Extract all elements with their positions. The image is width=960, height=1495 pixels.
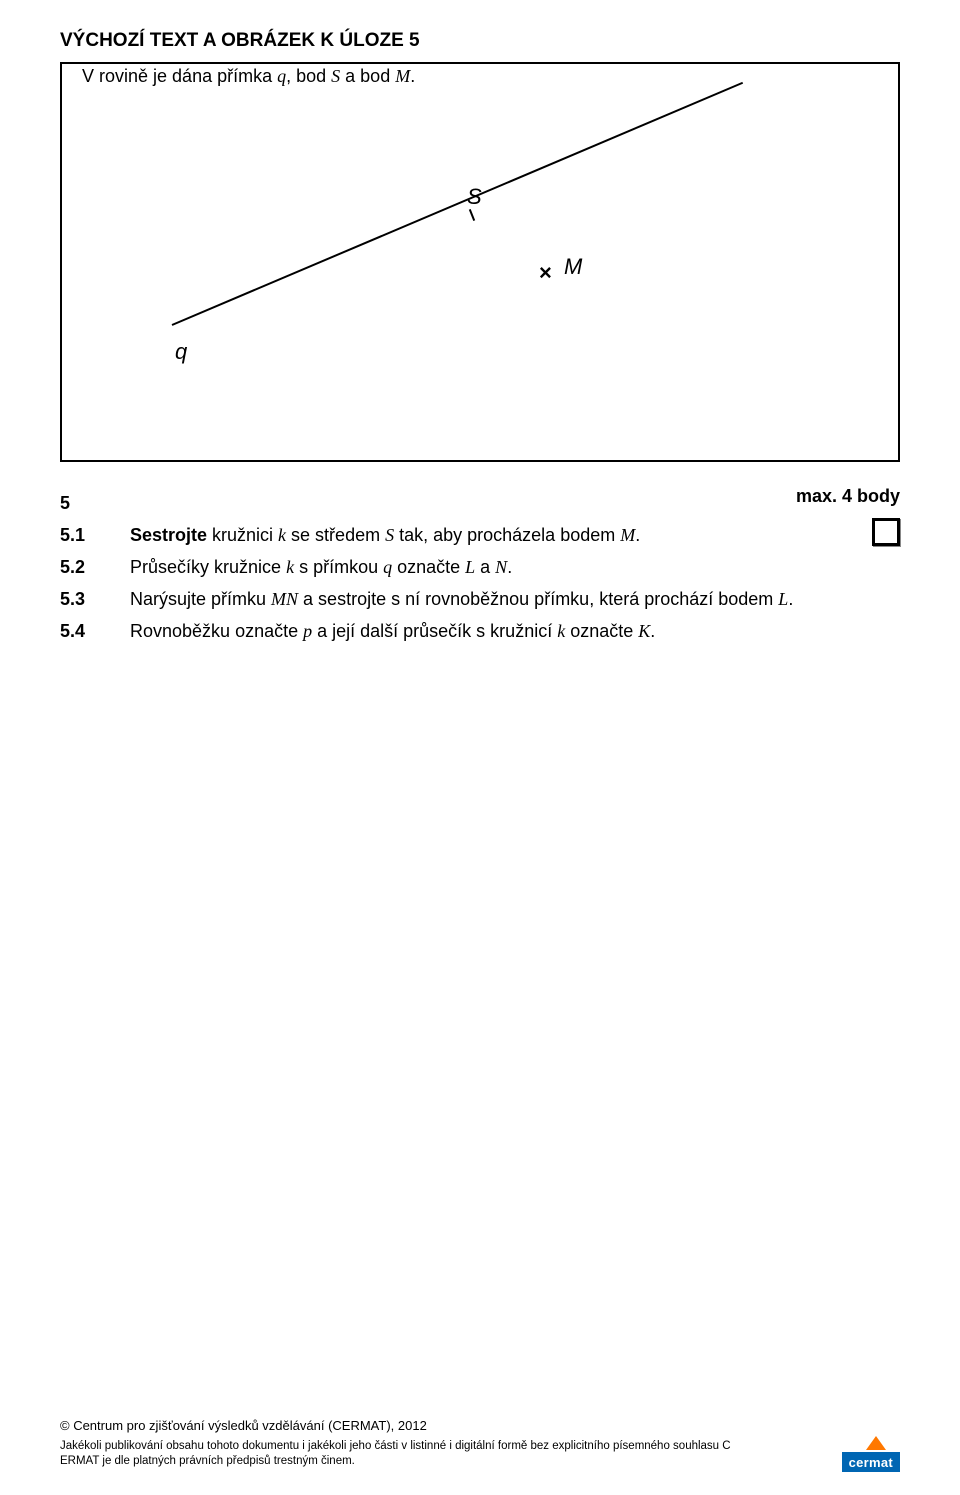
label-S: S	[467, 184, 482, 210]
task-group-number-row: 5	[60, 490, 900, 516]
task-text: kružnici	[207, 525, 278, 545]
task-text: Narýsujte přímku	[130, 589, 271, 609]
line-q	[172, 82, 743, 326]
task-5-4: 5.4 Rovnoběžku označte p a její další pr…	[60, 618, 900, 644]
score-checkbox[interactable]	[872, 518, 900, 546]
var-L: L	[465, 557, 475, 577]
var-L: L	[778, 589, 788, 609]
task-text: s přímkou	[294, 557, 383, 577]
task-body: Průsečíky kružnice k s přímkou q označte…	[130, 554, 840, 580]
tasks-block: max. 4 body 5 5.1 Sestrojte kružnici k s…	[60, 490, 900, 644]
point-M-cross: ×	[539, 262, 552, 284]
var-q: q	[277, 66, 286, 86]
task-number: 5.4	[60, 618, 130, 644]
var-k: k	[286, 557, 294, 577]
footer-copyright: © Centrum pro zjišťování výsledků vzdělá…	[60, 1418, 900, 1433]
task-number: 5.1	[60, 522, 130, 548]
footer: © Centrum pro zjišťování výsledků vzdělá…	[60, 1418, 900, 1470]
task-5-1: 5.1 Sestrojte kružnici k se středem S ta…	[60, 522, 900, 548]
label-q: q	[175, 339, 187, 365]
task-text: .	[788, 589, 793, 609]
task-body: Rovnoběžku označte p a její další průseč…	[130, 618, 840, 644]
logo-text: cermat	[842, 1452, 900, 1472]
task-5-3: 5.3 Narýsujte přímku MN a sestrojte s ní…	[60, 586, 900, 612]
task-body: Narýsujte přímku MN a sestrojte s ní rov…	[130, 586, 840, 612]
intro-text: , bod	[286, 66, 331, 86]
var-k: k	[557, 621, 565, 641]
var-S: S	[385, 525, 394, 545]
cermat-logo: cermat	[842, 1436, 900, 1472]
task-text: označte	[565, 621, 638, 641]
task-text: .	[650, 621, 655, 641]
task-text: se středem	[286, 525, 385, 545]
var-p: p	[303, 621, 312, 641]
logo-triangle-icon	[866, 1436, 886, 1450]
var-K: K	[638, 621, 650, 641]
figure-box: V rovině je dána přímka q, bod S a bod M…	[60, 62, 900, 462]
task-text: označte	[392, 557, 465, 577]
task-number: 5.3	[60, 586, 130, 612]
task-verb: Sestrojte	[130, 525, 207, 545]
task-text: Rovnoběžku označte	[130, 621, 303, 641]
footer-disclaimer: Jakékoli publikování obsahu tohoto dokum…	[60, 1439, 740, 1470]
var-k: k	[278, 525, 286, 545]
task-text: a	[475, 557, 495, 577]
task-group-number: 5	[60, 490, 130, 516]
task-5-2: 5.2 Průsečíky kružnice k s přímkou q ozn…	[60, 554, 900, 580]
task-text: Průsečíky kružnice	[130, 557, 286, 577]
points-label: max. 4 body	[796, 486, 900, 507]
intro-text: a bod	[340, 66, 395, 86]
var-MN: MN	[271, 589, 298, 609]
task-text: .	[507, 557, 512, 577]
var-q: q	[383, 557, 392, 577]
intro-text: V rovině je dána přímka	[82, 66, 277, 86]
var-N: N	[495, 557, 507, 577]
figure-intro: V rovině je dána přímka q, bod S a bod M…	[82, 66, 898, 87]
task-text: a její další průsečík s kružnicí	[312, 621, 557, 641]
task-body: Sestrojte kružnici k se středem S tak, a…	[130, 522, 840, 548]
var-M: M	[620, 525, 635, 545]
task-number: 5.2	[60, 554, 130, 580]
var-M: M	[395, 66, 410, 86]
var-S: S	[331, 66, 340, 86]
label-M: M	[564, 254, 582, 280]
point-S-tick	[469, 209, 475, 221]
task-text: tak, aby procházela bodem	[394, 525, 620, 545]
section-heading: VÝCHOZÍ TEXT A OBRÁZEK K ÚLOZE 5	[60, 30, 900, 52]
task-text: a sestrojte s ní rovnoběžnou přímku, kte…	[298, 589, 778, 609]
task-text: .	[635, 525, 640, 545]
intro-text: .	[410, 66, 415, 86]
